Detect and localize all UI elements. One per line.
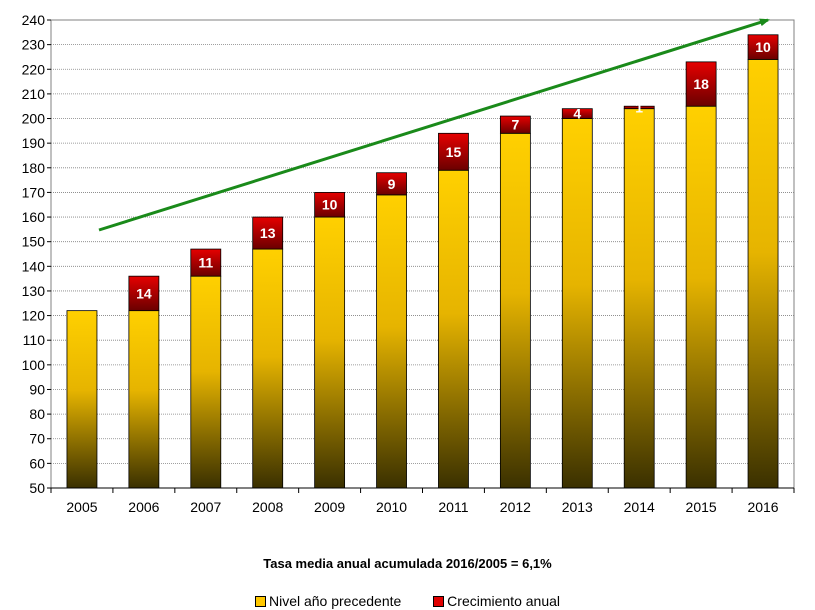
bar-crecimiento-2014: [623, 105, 655, 110]
legend-swatch-nivel: [254, 595, 266, 607]
y-tick-label: 50: [29, 480, 45, 496]
data-label-2014: 1: [635, 99, 643, 115]
bar-crecimiento-2006: [128, 275, 160, 312]
y-tick-label: 200: [22, 111, 46, 127]
bar-nivel-2005: [66, 310, 98, 489]
bar-nivel-2010: [376, 194, 407, 489]
y-tick-label: 70: [29, 431, 45, 447]
data-label-2015: 18: [693, 76, 709, 92]
y-tick-label: 130: [22, 283, 46, 299]
x-tick-label-2008: 2008: [252, 499, 283, 515]
y-tick-label: 210: [22, 86, 46, 102]
bar-crecimiento-2007: [190, 248, 222, 277]
y-tick-label: 60: [29, 455, 45, 471]
y-tick-label: 120: [22, 308, 46, 324]
x-tick-label-2016: 2016: [747, 499, 778, 515]
bar-nivel-2006: [128, 310, 160, 489]
y-tick-label: 100: [22, 357, 46, 373]
x-tick-label-2007: 2007: [190, 499, 221, 515]
bar-nivel-2013: [561, 118, 593, 489]
x-tick-label-2009: 2009: [314, 499, 345, 515]
bar-nivel-2011: [438, 169, 469, 489]
annual-growth-note: Tasa media anual acumulada 2016/2005 = 6…: [263, 556, 552, 571]
y-tick-label: 140: [22, 258, 46, 274]
y-tick-label: 240: [22, 12, 46, 28]
data-label-2012: 7: [511, 117, 519, 133]
axes: 5060708090100110120130140150160170180190…: [22, 12, 795, 515]
legend-item-nivel: Nivel año precedente: [254, 593, 402, 609]
y-tick-label: 220: [22, 61, 46, 77]
bar-nivel-2015: [685, 105, 717, 489]
y-tick-label: 80: [29, 406, 45, 422]
y-tick-label: 150: [22, 234, 46, 250]
x-tick-label-2012: 2012: [500, 499, 531, 515]
data-label-2007: 11: [198, 255, 213, 271]
legend-label-crecimiento: Crecimiento anual: [447, 593, 561, 609]
data-label-2008: 13: [260, 225, 276, 241]
x-tick-label-2006: 2006: [128, 499, 159, 515]
bar-nivel-2008: [252, 248, 284, 489]
legend-item-crecimiento: Crecimiento anual: [433, 593, 560, 609]
bar-crecimiento-2013: [561, 108, 593, 119]
data-label-2009: 10: [322, 197, 338, 213]
data-label-2016: 10: [755, 39, 771, 55]
gridlines: [51, 19, 794, 489]
y-tick-label: 230: [22, 37, 46, 53]
y-tick-label: 160: [22, 209, 46, 225]
bar-crecimiento-2012: [499, 115, 531, 134]
bar-nivel-2014: [623, 108, 655, 489]
y-tick-label: 170: [22, 184, 46, 200]
bar-crecimiento-2016: [747, 34, 779, 60]
x-tick-label-2011: 2011: [438, 499, 468, 515]
bar-nivel-2007: [190, 275, 222, 489]
legend-swatch-crecimiento: [433, 595, 445, 607]
data-label-2011: 15: [446, 144, 462, 160]
data-label-2013: 4: [573, 106, 581, 122]
y-tick-label: 180: [22, 160, 46, 176]
bar-nivel-2016: [747, 59, 779, 489]
plot-area: [50, 19, 795, 489]
legend: Nivel año precedente Crecimiento anual: [0, 593, 815, 610]
legend-label-nivel: Nivel año precedente: [268, 593, 402, 609]
x-tick-label-2013: 2013: [562, 499, 593, 515]
bar-nivel-2012: [499, 132, 531, 489]
bar-crecimiento-2010: [376, 172, 407, 196]
bar-crecimiento-2009: [314, 192, 346, 218]
bar-crecimiento-2015: [685, 61, 717, 107]
x-tick-label-2005: 2005: [66, 499, 97, 515]
bar-nivel-2009: [314, 216, 346, 489]
bar-crecimiento-2008: [252, 216, 284, 250]
y-tick-label: 90: [29, 381, 45, 397]
x-tick-label-2010: 2010: [376, 499, 407, 515]
trend-arrow: [98, 18, 770, 232]
x-tick-label-2015: 2015: [686, 499, 717, 515]
data-label-2010: 9: [388, 176, 396, 192]
bar-crecimiento-2011: [438, 132, 469, 171]
y-tick-label: 190: [22, 135, 46, 151]
bars: [66, 34, 779, 489]
y-tick-label: 110: [23, 332, 46, 348]
data-labels: 14 11 13 10 9 15 7 4 1 18 10: [136, 39, 771, 301]
x-tick-label-2014: 2014: [624, 499, 655, 515]
data-label-2006: 14: [136, 285, 152, 301]
